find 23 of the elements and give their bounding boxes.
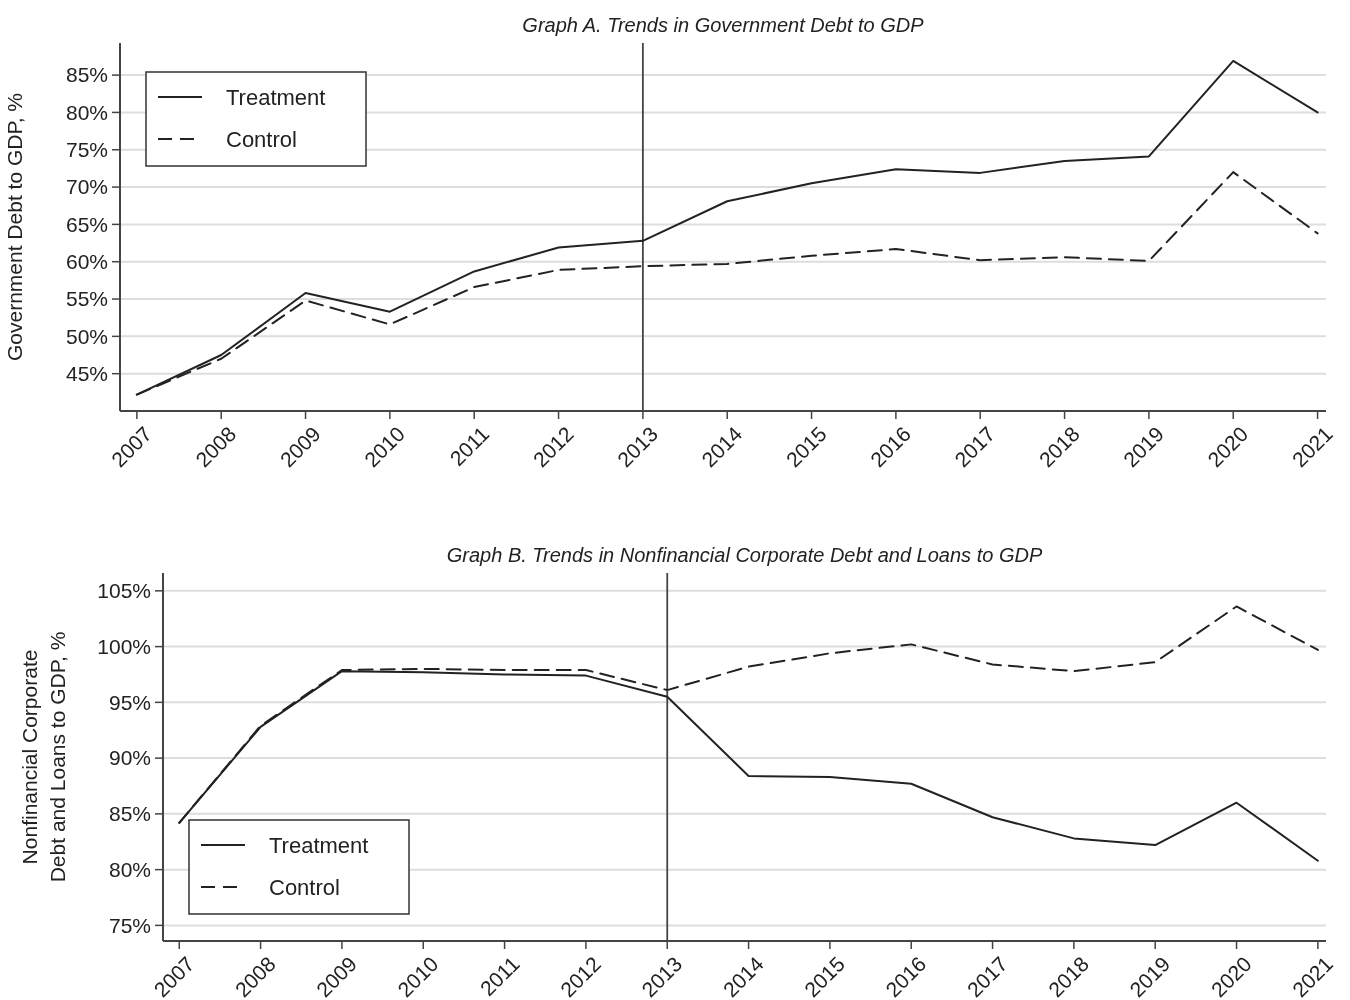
- y-tick-label: 100%: [97, 634, 151, 658]
- y-tick-label: 80%: [108, 857, 151, 881]
- y-tick-label: 60%: [65, 250, 108, 274]
- y-tick-label: 90%: [108, 746, 151, 770]
- y-tick-label: 75%: [65, 138, 108, 162]
- chart-title: Graph A. Trends in Government Debt to GDP: [522, 14, 925, 36]
- y-tick-label: 85%: [108, 802, 151, 826]
- legend-label: Treatment: [269, 832, 369, 858]
- y-axis-title: Nonfinancial Corporate Debt and Loans to GDP, %: [18, 631, 69, 883]
- y-tick-label: 55%: [65, 287, 108, 311]
- chart-title: Graph B. Trends in Nonfinancial Corporate Debt and Loans to GDP: [446, 544, 1043, 566]
- legend-label: Control: [226, 126, 297, 152]
- legend-label: Control: [269, 874, 340, 900]
- y-tick-label: 105%: [97, 579, 151, 603]
- y-tick-label: 65%: [65, 212, 108, 236]
- y-tick-label: 85%: [65, 63, 108, 87]
- y-tick-label: 70%: [65, 175, 108, 199]
- y-tick-label: 50%: [65, 324, 108, 348]
- y-tick-label: 80%: [65, 100, 108, 124]
- y-tick-label: 75%: [108, 913, 151, 937]
- y-tick-label: 45%: [65, 362, 108, 386]
- y-tick-label: 95%: [108, 690, 151, 714]
- legend-label: Treatment: [226, 84, 326, 110]
